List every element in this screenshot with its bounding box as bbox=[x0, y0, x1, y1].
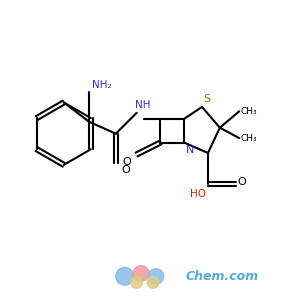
Text: O: O bbox=[238, 177, 246, 187]
Circle shape bbox=[116, 267, 134, 285]
Text: O: O bbox=[122, 158, 131, 167]
Text: NH₂: NH₂ bbox=[92, 80, 112, 90]
Text: Chem.com: Chem.com bbox=[186, 270, 259, 283]
Text: O: O bbox=[121, 165, 130, 175]
Circle shape bbox=[131, 276, 142, 288]
Text: NH: NH bbox=[135, 100, 151, 110]
Circle shape bbox=[134, 266, 149, 281]
Text: CH₃: CH₃ bbox=[241, 134, 257, 142]
Text: N: N bbox=[186, 145, 194, 155]
Circle shape bbox=[147, 276, 159, 288]
Text: S: S bbox=[203, 94, 211, 104]
Text: CH₃: CH₃ bbox=[241, 107, 257, 116]
Text: HO: HO bbox=[190, 189, 206, 199]
Circle shape bbox=[148, 268, 164, 284]
